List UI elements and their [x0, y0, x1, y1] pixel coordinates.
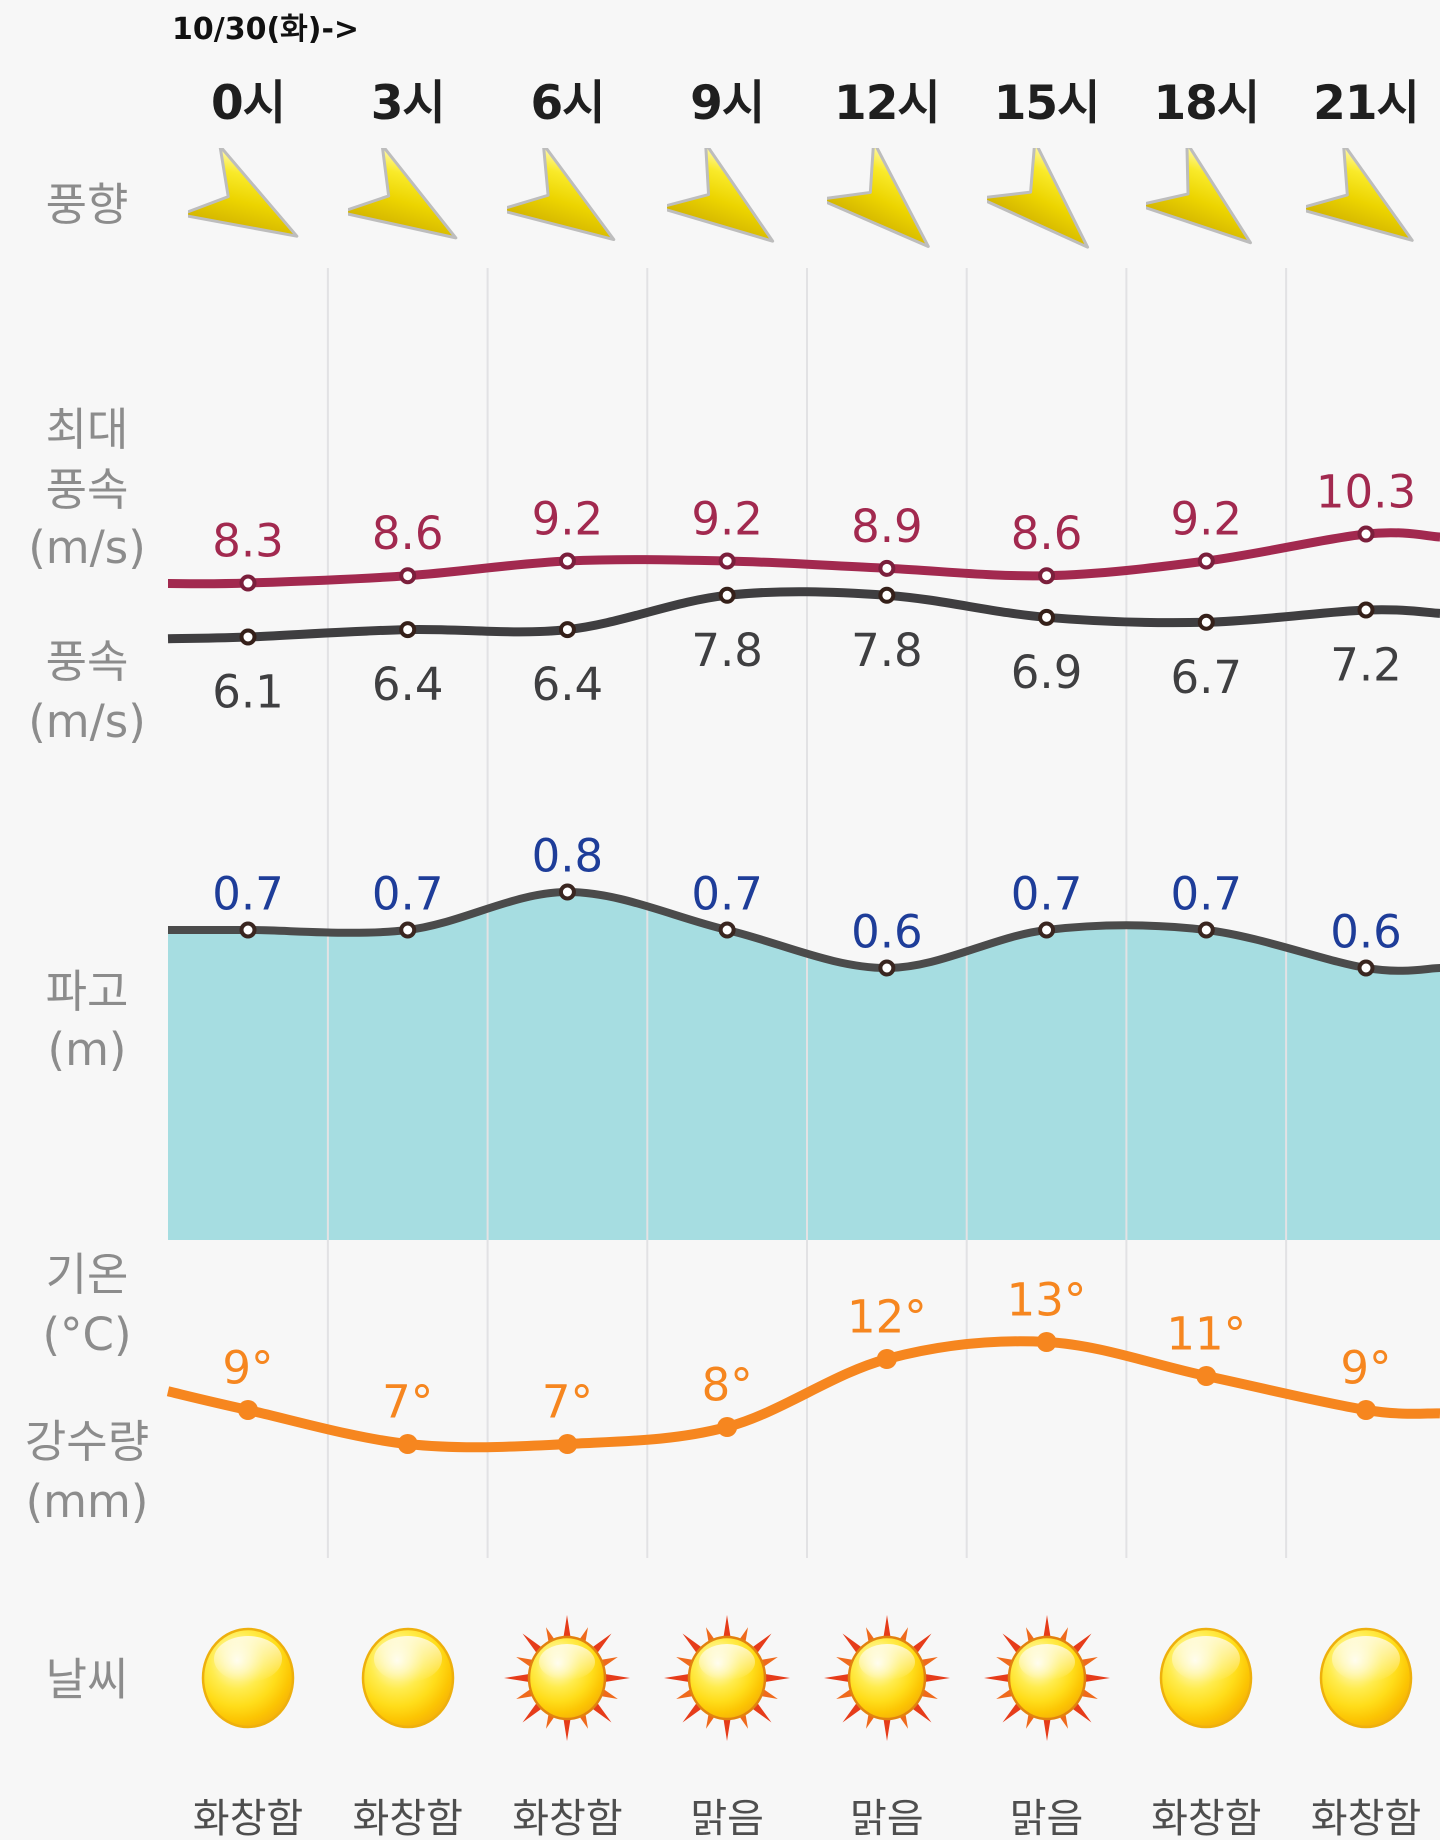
wave-data-point: [558, 883, 576, 901]
wave-data-point: [399, 921, 417, 939]
temperature-data-point: [717, 1417, 738, 1437]
temperature-data-point: [557, 1434, 578, 1454]
wind-value-label: 6.7: [1170, 651, 1242, 704]
wave-value-label: 0.7: [1170, 868, 1242, 921]
max-wind-data-point: [1357, 525, 1375, 543]
wind-value-label: 7.2: [1330, 639, 1402, 692]
temperature-value-label: 11°: [1166, 1308, 1246, 1361]
wind-data-point: [399, 621, 417, 639]
temperature-data-point: [876, 1349, 897, 1369]
temperature-value-label: 7°: [382, 1376, 433, 1429]
wind-value-label: 7.8: [691, 624, 763, 677]
max-wind-value-label: 8.6: [1011, 507, 1083, 560]
max-wind-speed-line: [167, 528, 1440, 589]
wave-value-label: 0.8: [532, 830, 604, 883]
temperature-data-point: [1355, 1400, 1376, 1420]
wave-data-point: [239, 921, 257, 939]
max-wind-value-label: 8.9: [851, 500, 923, 553]
max-wind-data-point: [718, 552, 736, 570]
wind-data-point: [718, 586, 736, 604]
wind-data-point: [1038, 608, 1056, 626]
wave-data-point: [718, 921, 736, 939]
max-wind-value-label: 9.2: [691, 493, 763, 546]
temperature-value-label: 7°: [542, 1376, 593, 1429]
wave-data-point: [1038, 921, 1056, 939]
wind-data-point: [1357, 601, 1375, 619]
wind-data-point: [558, 621, 576, 639]
max-wind-data-point: [558, 552, 576, 570]
wave-area: [168, 892, 1440, 1240]
temperature-data-point: [1036, 1332, 1057, 1352]
temperature-value-label: 8°: [702, 1359, 753, 1412]
wave-value-label: 0.7: [1011, 868, 1083, 921]
max-wind-value-label: 8.6: [372, 507, 444, 560]
temperature-data-point: [238, 1400, 258, 1420]
wave-data-point: [878, 959, 896, 977]
wind-value-label: 6.1: [212, 665, 284, 718]
max-wind-value-label: 9.2: [532, 493, 604, 546]
wind-speed-line: [167, 587, 1440, 644]
wind-value-label: 6.4: [532, 658, 604, 711]
wind-data-point: [878, 586, 896, 604]
wave-value-label: 0.6: [851, 906, 923, 959]
temperature-data-point: [397, 1434, 418, 1454]
max-wind-value-label: 9.2: [1170, 493, 1242, 546]
temperature-value-label: 9°: [222, 1342, 273, 1395]
wave-value-label: 0.7: [372, 868, 444, 921]
wave-height-line: [168, 887, 1440, 975]
temperature-line: [166, 1336, 1440, 1453]
max-wind-data-point: [878, 559, 896, 577]
temperature-data-point: [1196, 1366, 1217, 1386]
max-wind-value-label: 10.3: [1316, 466, 1416, 519]
wave-value-label: 0.7: [212, 868, 284, 921]
wave-data-point: [1357, 959, 1375, 977]
wave-value-label: 0.7: [691, 868, 763, 921]
temperature-value-label: 12°: [847, 1291, 927, 1344]
wind-value-label: 6.4: [372, 658, 444, 711]
max-wind-data-point: [239, 574, 257, 592]
wind-value-label: 6.9: [1011, 646, 1083, 699]
wave-data-point: [1197, 921, 1215, 939]
wind-value-label: 7.8: [851, 624, 923, 677]
max-wind-value-label: 8.3: [212, 515, 284, 568]
wave-value-label: 0.6: [1330, 906, 1402, 959]
wind-data-point: [1197, 613, 1215, 631]
wind-data-point: [239, 628, 257, 646]
temperature-value-label: 9°: [1340, 1342, 1391, 1395]
max-wind-data-point: [1038, 567, 1056, 585]
temperature-value-label: 13°: [1007, 1274, 1087, 1327]
max-wind-data-point: [399, 567, 417, 585]
max-wind-data-point: [1197, 552, 1215, 570]
